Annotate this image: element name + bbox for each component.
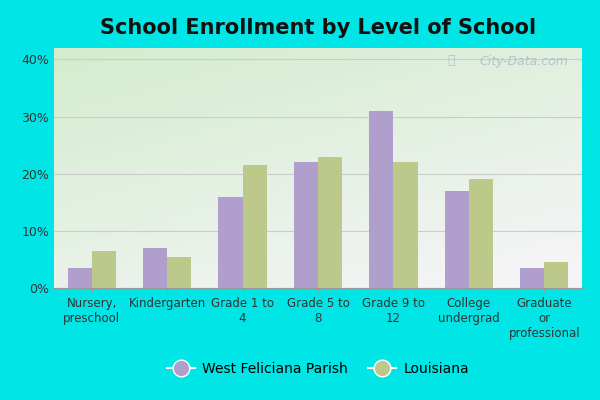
Text: City-Data.com: City-Data.com [480, 55, 569, 68]
Bar [143, 248, 167, 288]
Bar [318, 156, 342, 288]
Text: ⓘ: ⓘ [448, 54, 455, 67]
Bar [92, 251, 116, 288]
Bar [167, 256, 191, 288]
Bar [294, 162, 318, 288]
Bar [68, 268, 92, 288]
Bar [369, 111, 394, 288]
Bar [469, 180, 493, 288]
Bar [394, 162, 418, 288]
Bar [520, 268, 544, 288]
Bar [242, 165, 267, 288]
Title: School Enrollment by Level of School: School Enrollment by Level of School [100, 18, 536, 38]
Legend: West Feliciana Parish, Louisiana: West Feliciana Parish, Louisiana [161, 357, 475, 382]
Bar [544, 262, 568, 288]
Bar [218, 196, 242, 288]
Bar [445, 191, 469, 288]
